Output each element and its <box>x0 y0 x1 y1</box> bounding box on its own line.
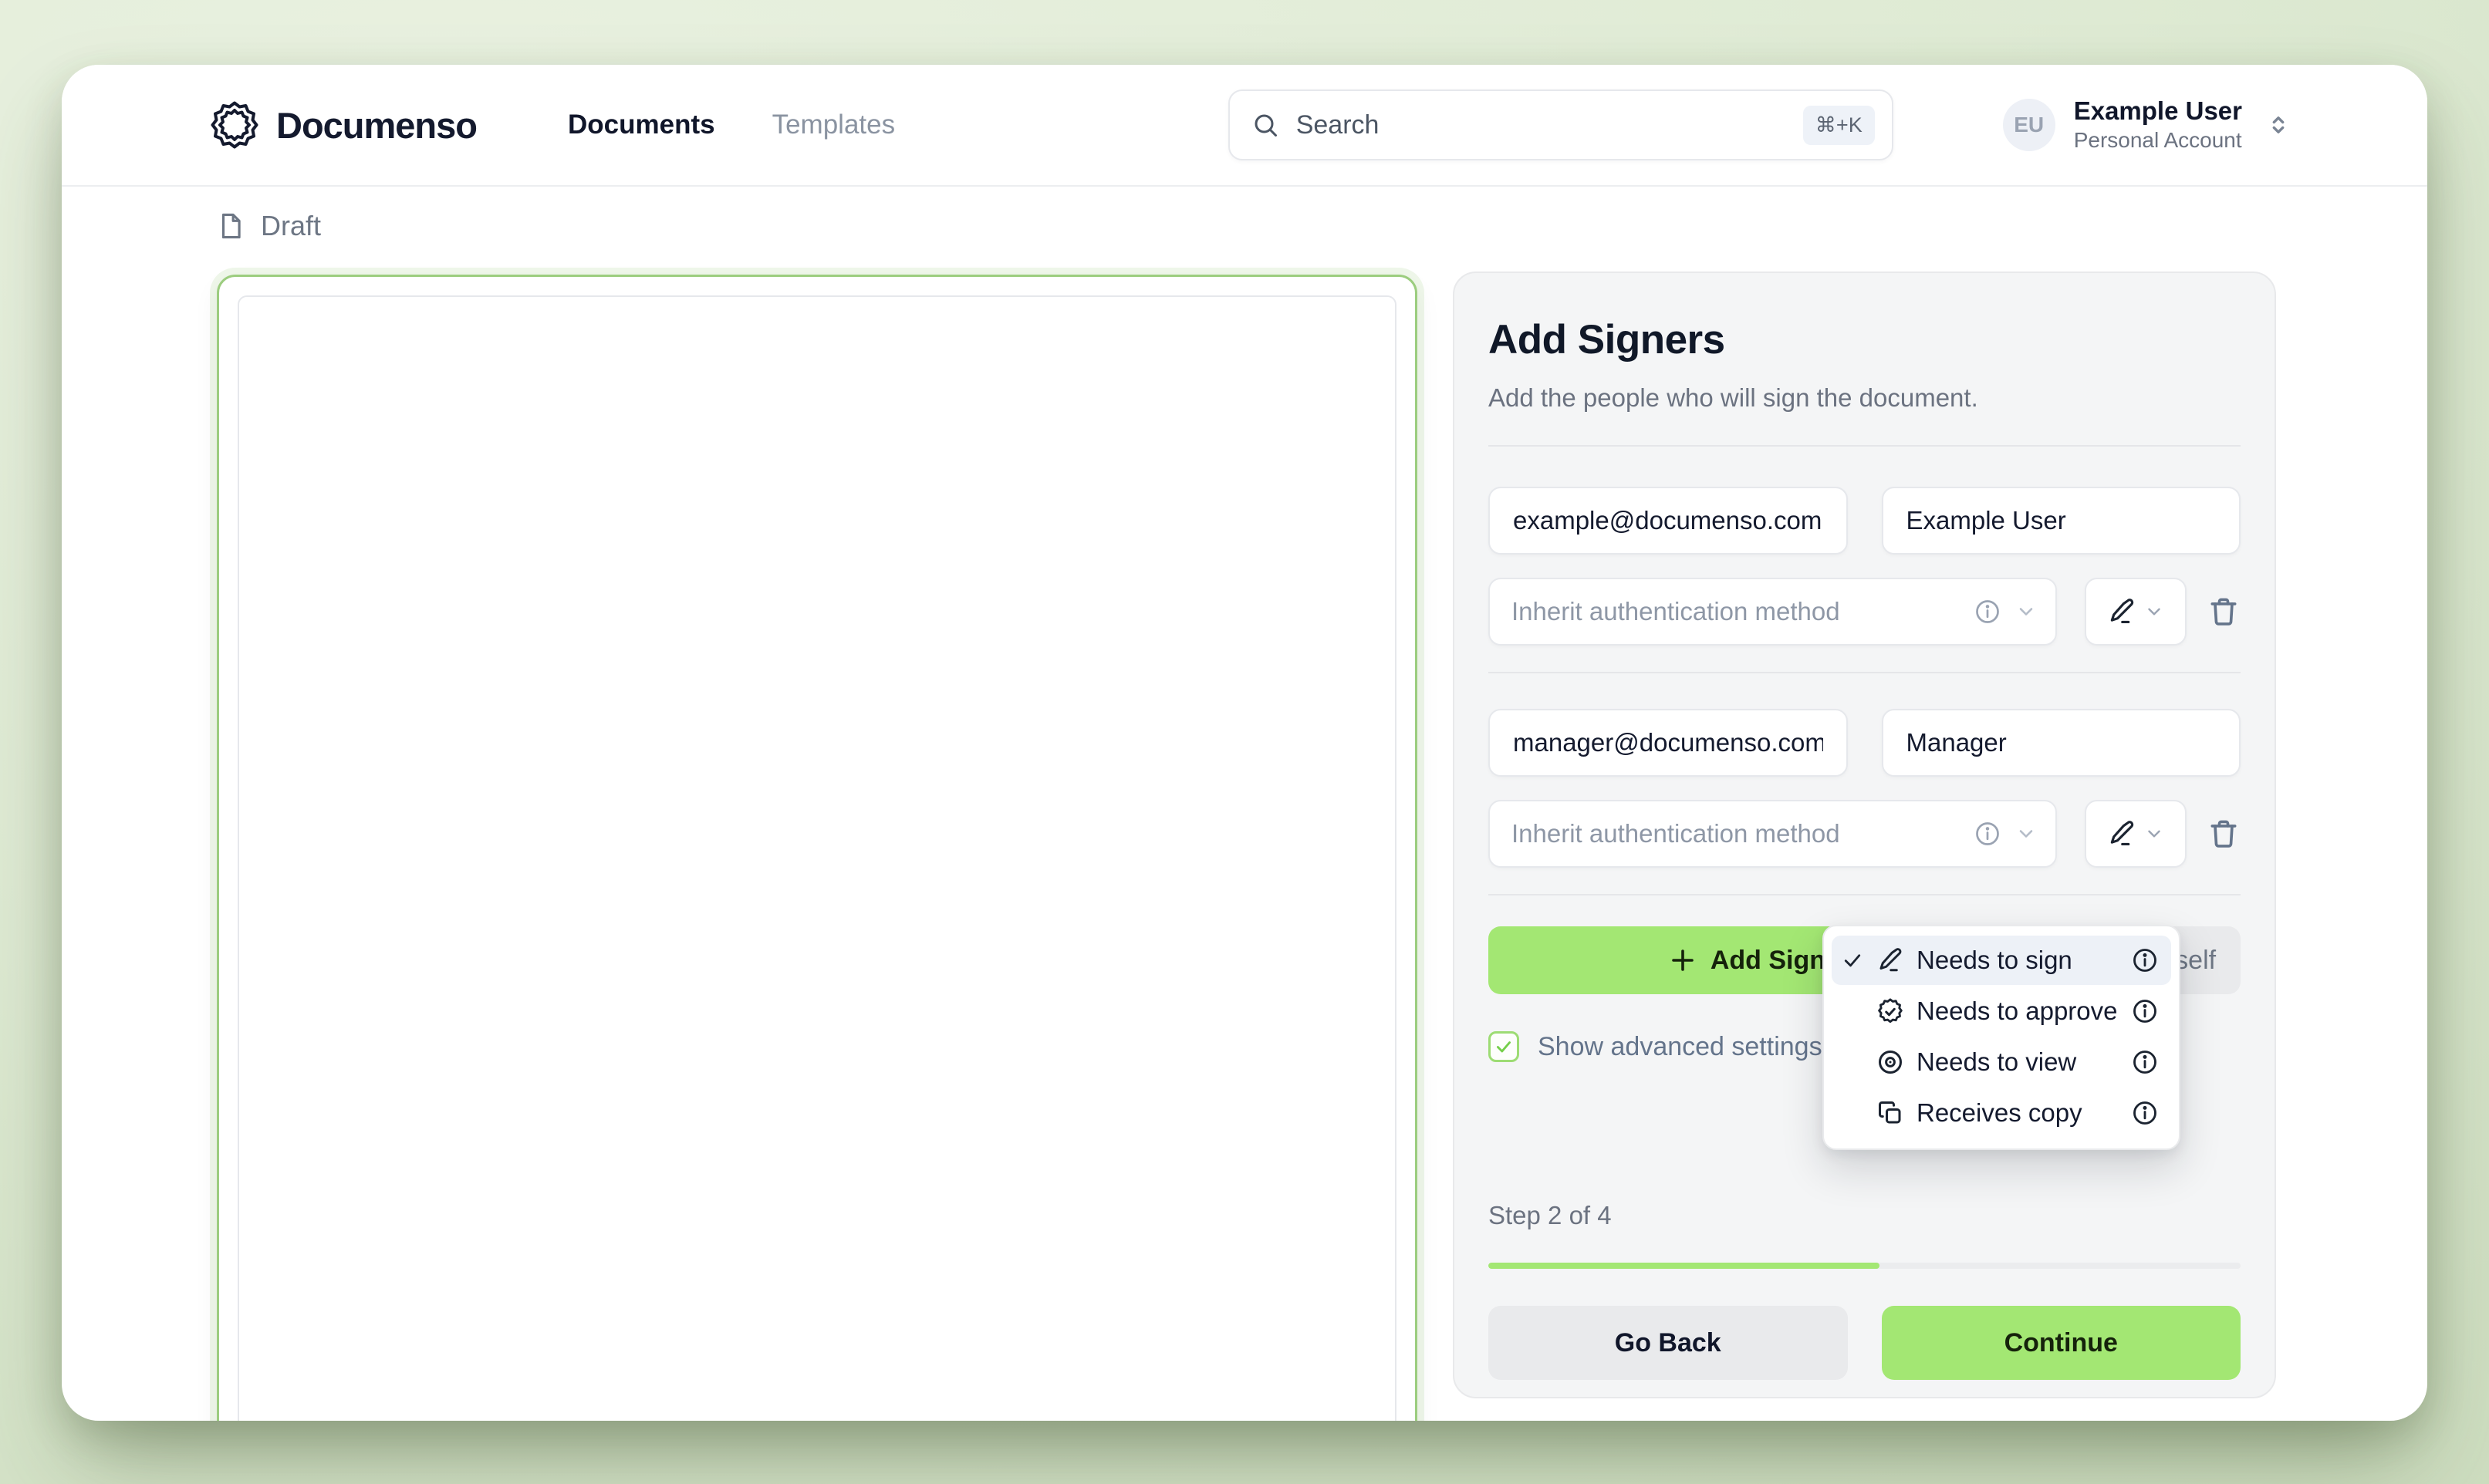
info-icon <box>2133 1000 2156 1023</box>
panel-footer: Go Back Continue <box>1488 1306 2241 1380</box>
app-header: Documenso Documents Templates ⌘+K EU Exa… <box>62 65 2427 187</box>
panel-subtitle: Add the people who will sign the documen… <box>1488 383 1978 412</box>
role-label: Needs to view <box>1917 1047 2077 1076</box>
auth-method-placeholder: Inherit authentication method <box>1511 819 1840 848</box>
account-name: Example User <box>2073 96 2242 126</box>
account-menu-button[interactable]: EU Example User Personal Account <box>2002 97 2291 152</box>
nav-templates[interactable]: Templates <box>772 110 896 140</box>
panel-title: Add Signers <box>1488 317 1725 363</box>
divider <box>1488 894 2241 895</box>
role-info-button[interactable] <box>2131 997 2159 1025</box>
account-type: Personal Account <box>2073 127 2242 152</box>
divider <box>1488 445 2241 447</box>
divider <box>1488 672 2241 673</box>
pen-icon <box>2110 821 2134 846</box>
pen-icon <box>2110 599 2134 624</box>
document-status: Draft <box>216 210 321 242</box>
chevron-down-icon <box>2148 830 2160 838</box>
account-meta: Example User Personal Account <box>2074 97 2242 152</box>
info-icon <box>2133 949 2156 972</box>
pen-icon <box>1879 948 1902 972</box>
chevron-down-icon <box>2019 830 2033 838</box>
signer-name-field[interactable] <box>1881 709 2241 777</box>
advanced-settings-checkbox[interactable] <box>1488 1031 1519 1062</box>
signer-role-menu: Needs to sign Needs to approve <box>1822 925 2180 1150</box>
main-nav: Documents Templates <box>568 110 895 140</box>
role-item-needs-to-view[interactable]: Needs to view <box>1832 1037 2171 1087</box>
signer-email-field[interactable] <box>1488 487 1848 555</box>
auth-method-select[interactable]: Inherit authentication method <box>1488 800 2057 868</box>
role-info-button[interactable] <box>2131 1048 2159 1076</box>
chevrons-up-down-icon <box>2272 116 2285 133</box>
document-viewer <box>217 275 1417 1421</box>
role-item-needs-to-sign[interactable]: Needs to sign <box>1832 936 2171 985</box>
role-label: Needs to sign <box>1917 946 2072 974</box>
signer-email-field[interactable] <box>1488 709 1848 777</box>
avatar: EU <box>2002 99 2055 151</box>
role-item-needs-to-approve[interactable]: Needs to approve <box>1832 987 2171 1036</box>
step-progress-track <box>1488 1263 2241 1269</box>
auth-method-select[interactable]: Inherit authentication method <box>1488 578 2057 646</box>
trash-icon <box>2210 820 2237 848</box>
role-info-button[interactable] <box>2131 1099 2159 1127</box>
signer-row: Inherit authentication method <box>1488 709 2241 868</box>
search-box[interactable]: ⌘+K <box>1228 89 1893 160</box>
advanced-settings-toggle[interactable]: Show advanced settings <box>1488 1031 2241 1062</box>
role-info-button[interactable] <box>2131 946 2159 974</box>
advanced-settings-label: Show advanced settings <box>1538 1031 1822 1061</box>
signer-row: Inherit authentication method <box>1488 487 2241 646</box>
status-label: Draft <box>261 210 322 241</box>
signer-name-field[interactable] <box>1881 487 2241 555</box>
app-window: Documenso Documents Templates ⌘+K EU Exa… <box>62 65 2427 1421</box>
badge-check-icon <box>1878 998 1903 1024</box>
info-icon <box>2133 1051 2156 1074</box>
info-icon[interactable] <box>1974 598 2001 626</box>
signer-role-button[interactable] <box>2085 578 2187 646</box>
add-signers-panel: Add Signers Add the people who will sign… <box>1453 272 2276 1398</box>
search-icon <box>1255 114 1277 137</box>
role-item-receives-copy[interactable]: Receives copy <box>1832 1088 2171 1138</box>
trash-icon <box>2210 598 2237 626</box>
search-shortcut-badge: ⌘+K <box>1802 105 1875 145</box>
view-icon <box>1879 1051 1902 1074</box>
role-label: Needs to approve <box>1917 997 2118 1025</box>
auth-method-placeholder: Inherit authentication method <box>1511 597 1840 626</box>
check-icon <box>1844 954 1861 967</box>
remove-signer-button[interactable] <box>2207 595 2241 629</box>
remove-signer-button[interactable] <box>2207 817 2241 851</box>
documenso-logo[interactable]: Documenso <box>210 100 478 150</box>
info-icon <box>2133 1101 2156 1125</box>
search-input[interactable] <box>1295 110 1786 140</box>
brand-name: Documenso <box>276 104 478 146</box>
selected-check <box>1841 949 1876 972</box>
role-label: Receives copy <box>1917 1098 2082 1127</box>
chevron-down-icon <box>2148 608 2160 616</box>
step-progress-fill <box>1488 1263 1879 1269</box>
step-indicator: Step 2 of 4 <box>1488 1201 1612 1229</box>
plus-icon <box>1672 949 1694 971</box>
info-icon[interactable] <box>1974 820 2001 848</box>
continue-button[interactable]: Continue <box>1881 1306 2241 1380</box>
signer-role-button[interactable] <box>2085 800 2187 868</box>
chevron-down-icon <box>2019 608 2033 616</box>
documenso-seal-icon <box>211 101 258 149</box>
go-back-button[interactable]: Go Back <box>1488 1306 1848 1380</box>
copy-icon <box>1879 1101 1901 1124</box>
check-icon <box>1497 1041 1511 1053</box>
document-page <box>238 295 1396 1421</box>
nav-documents[interactable]: Documents <box>568 110 715 140</box>
file-icon <box>221 213 241 239</box>
